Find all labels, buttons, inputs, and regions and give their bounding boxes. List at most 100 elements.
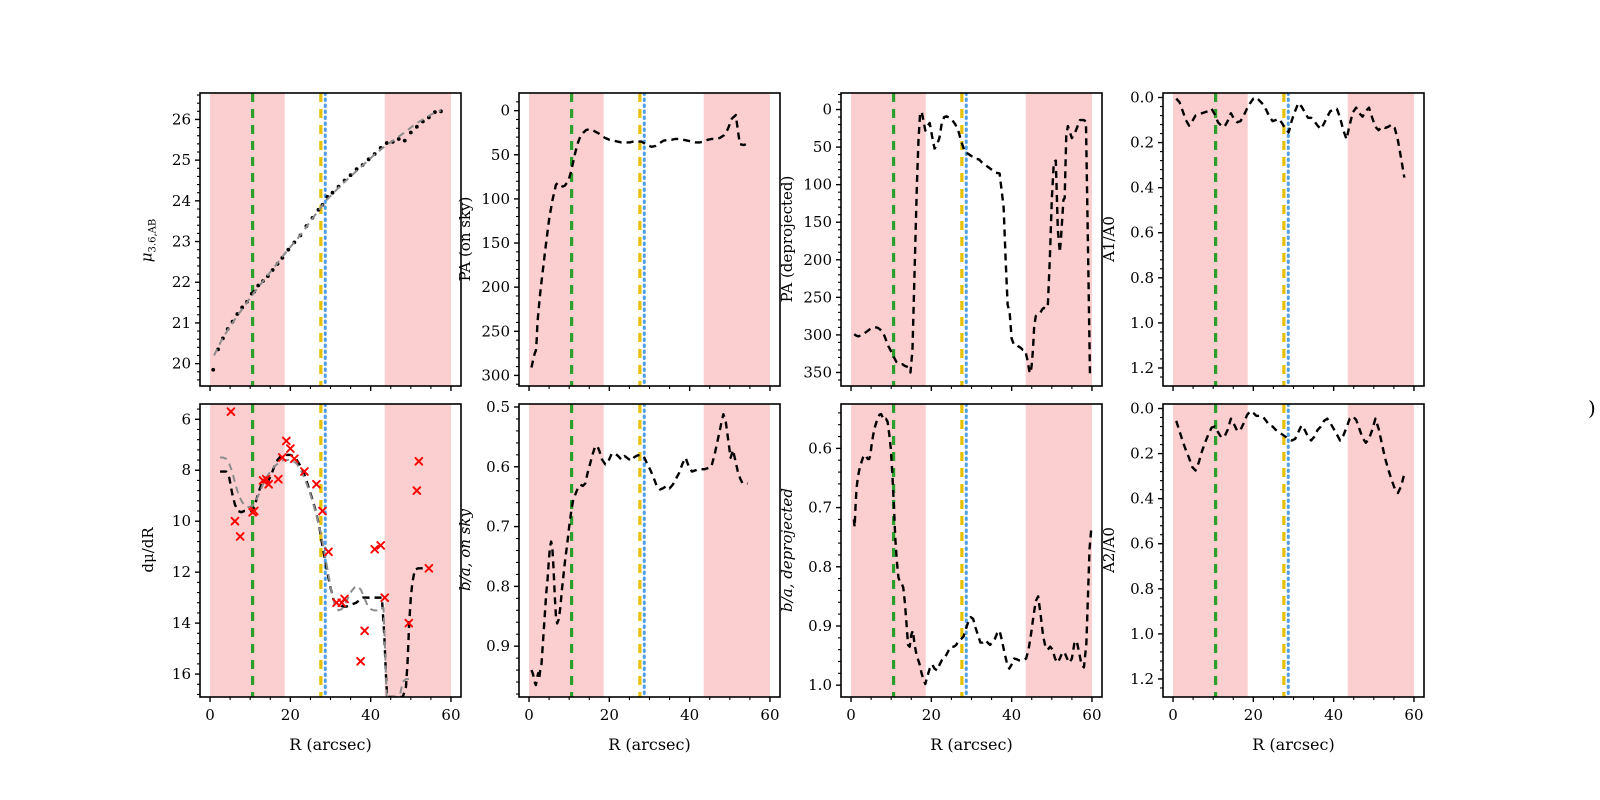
y-tick-label: 350 bbox=[803, 363, 832, 381]
y-axis-label-surface-brightness: μ3.6,AB bbox=[138, 140, 159, 340]
panel-a1-over-a0: 0.0 0.2 0.4 0.6 0.8 1.0 1.2 A1/A0 bbox=[1093, 81, 1442, 412]
y-axis-label-a1-over-a0: A1/A0 bbox=[1100, 139, 1118, 339]
y-tick-label: 23 bbox=[172, 233, 191, 251]
data-marker bbox=[290, 454, 299, 464]
data-marker bbox=[285, 444, 295, 453]
data-marker bbox=[424, 563, 434, 573]
x-axis-ticks bbox=[528, 386, 771, 391]
x-tick-label: 60 bbox=[441, 706, 460, 724]
y-tick-label: 200 bbox=[481, 278, 510, 296]
y-axis-label-a2-over-a0: A2/A0 bbox=[1100, 450, 1118, 650]
data-marker bbox=[273, 474, 283, 484]
data-point bbox=[408, 130, 413, 135]
x-tick-label: 0 bbox=[524, 706, 534, 724]
y-tick-label: 50 bbox=[491, 146, 510, 164]
panel-dmu-dr: 6 8 10 12 14 16 0 20 40 60 dμ/dR R (arcsec) bbox=[130, 392, 479, 767]
data-point bbox=[354, 167, 359, 171]
y-axis-label-text: PA (on sky) bbox=[456, 196, 474, 281]
shaded-region-group bbox=[851, 404, 1092, 697]
panel-a2-over-a0: 0.0 0.2 0.4 0.6 0.8 1.0 1.2 0 20 40 60 A2/A0 R (arcs… bbox=[1093, 392, 1442, 767]
vertical-marker-group bbox=[251, 93, 327, 386]
vertical-marker-group bbox=[251, 404, 327, 697]
y-tick-label: 0.9 bbox=[808, 617, 832, 635]
y-tick-label: 10 bbox=[172, 512, 191, 530]
series-a1a0-profile bbox=[1175, 96, 1406, 178]
series-ba-sky-profile bbox=[530, 412, 748, 687]
shaded-region-1 bbox=[1025, 404, 1092, 697]
y-tick-label: 0 bbox=[500, 102, 510, 120]
vertical-marker-group bbox=[892, 404, 968, 697]
shaded-region-1 bbox=[1347, 93, 1414, 386]
x-tick-label: 20 bbox=[600, 706, 619, 724]
y-axis-label-text: b/a, on sky bbox=[456, 508, 474, 591]
y-axis-ticks: 20 21 22 23 24 25 26 bbox=[172, 94, 200, 381]
data-series-group bbox=[211, 109, 443, 372]
x-axis-label-a2-over-a0: R (arcsec) bbox=[1252, 735, 1335, 754]
x-tick-label: 20 bbox=[281, 706, 300, 724]
x-axis-label-dmu-dr: R (arcsec) bbox=[289, 735, 372, 754]
data-marker bbox=[277, 453, 287, 462]
y-tick-label: 0 bbox=[822, 101, 832, 119]
y-tick-label: 0.4 bbox=[1130, 490, 1154, 508]
shaded-region-0 bbox=[1173, 93, 1248, 386]
x-tick-label: 40 bbox=[680, 706, 699, 724]
y-axis-label-pa-deprojected: PA (deprojected) bbox=[778, 139, 796, 339]
y-tick-label: 0.6 bbox=[486, 458, 510, 476]
x-tick-label: 60 bbox=[1404, 706, 1423, 724]
y-tick-label: 0.5 bbox=[486, 398, 510, 416]
y-axis-ticks: 0 50 100 150 200 250 300 350 bbox=[803, 93, 841, 381]
x-tick-label: 0 bbox=[1168, 706, 1178, 724]
data-series-group bbox=[1175, 410, 1406, 495]
y-axis-ticks: 0.0 0.2 0.4 0.6 0.8 1.0 1.2 bbox=[1130, 89, 1163, 378]
y-tick-label: 1.2 bbox=[1130, 359, 1154, 377]
y-tick-label: 50 bbox=[813, 138, 832, 156]
data-marker bbox=[412, 486, 422, 495]
x-tick-label: 40 bbox=[1324, 706, 1343, 724]
x-tick-label: 20 bbox=[922, 706, 941, 724]
y-axis-ticks: 0.0 0.2 0.4 0.6 0.8 1.0 1.2 bbox=[1130, 400, 1163, 689]
shaded-region-group bbox=[210, 404, 451, 697]
data-marker bbox=[226, 407, 236, 416]
data-point bbox=[433, 110, 437, 115]
y-axis-label-ba-on-sky: b/a, on sky bbox=[456, 450, 474, 650]
y-tick-label: 6 bbox=[181, 410, 191, 428]
y-axis-ticks: 6 8 10 12 14 16 bbox=[172, 408, 200, 696]
x-tick-label: 40 bbox=[1002, 706, 1021, 724]
series-a2a0-profile bbox=[1175, 410, 1406, 495]
y-tick-label: 0.0 bbox=[1130, 89, 1154, 107]
data-marker bbox=[360, 626, 369, 636]
y-axis-label-text: A2/A0 bbox=[1100, 526, 1118, 573]
data-marker bbox=[340, 594, 349, 604]
data-marker bbox=[312, 479, 321, 489]
data-point bbox=[286, 247, 291, 252]
y-axis-label-text: b/a, deprojected bbox=[778, 487, 796, 612]
x-axis-ticks: 0 20 40 60 bbox=[205, 697, 461, 724]
data-marker bbox=[404, 618, 414, 628]
shaded-region-1 bbox=[384, 404, 451, 697]
data-series-group bbox=[1175, 96, 1406, 178]
y-axis-label-ba-deprojected: b/a, deprojected bbox=[778, 450, 796, 650]
data-marker bbox=[249, 506, 259, 516]
data-series-group bbox=[220, 407, 434, 697]
x-axis-ticks bbox=[850, 386, 1093, 391]
data-point bbox=[384, 141, 389, 145]
data-point bbox=[402, 138, 407, 143]
y-tick-label: 0.9 bbox=[486, 637, 510, 655]
y-tick-label: 150 bbox=[803, 213, 832, 231]
data-series-group bbox=[853, 110, 1092, 375]
y-tick-label: 1.2 bbox=[1130, 670, 1154, 688]
y-tick-label: 0.6 bbox=[808, 439, 832, 457]
y-tick-label: 0.8 bbox=[1130, 269, 1154, 287]
x-axis-ticks bbox=[1172, 386, 1415, 391]
y-axis-label-text: PA (deprojected) bbox=[778, 175, 796, 302]
data-marker bbox=[324, 547, 333, 557]
y-tick-label: 150 bbox=[481, 234, 510, 252]
data-point bbox=[240, 305, 245, 310]
y-tick-label: 0.0 bbox=[1130, 400, 1154, 418]
y-tick-label: 250 bbox=[481, 322, 510, 340]
data-point bbox=[211, 367, 216, 372]
shaded-region-0 bbox=[851, 404, 926, 697]
y-tick-label: 1.0 bbox=[1130, 314, 1154, 332]
y-axis-label-text: dμ/dR bbox=[139, 526, 157, 573]
